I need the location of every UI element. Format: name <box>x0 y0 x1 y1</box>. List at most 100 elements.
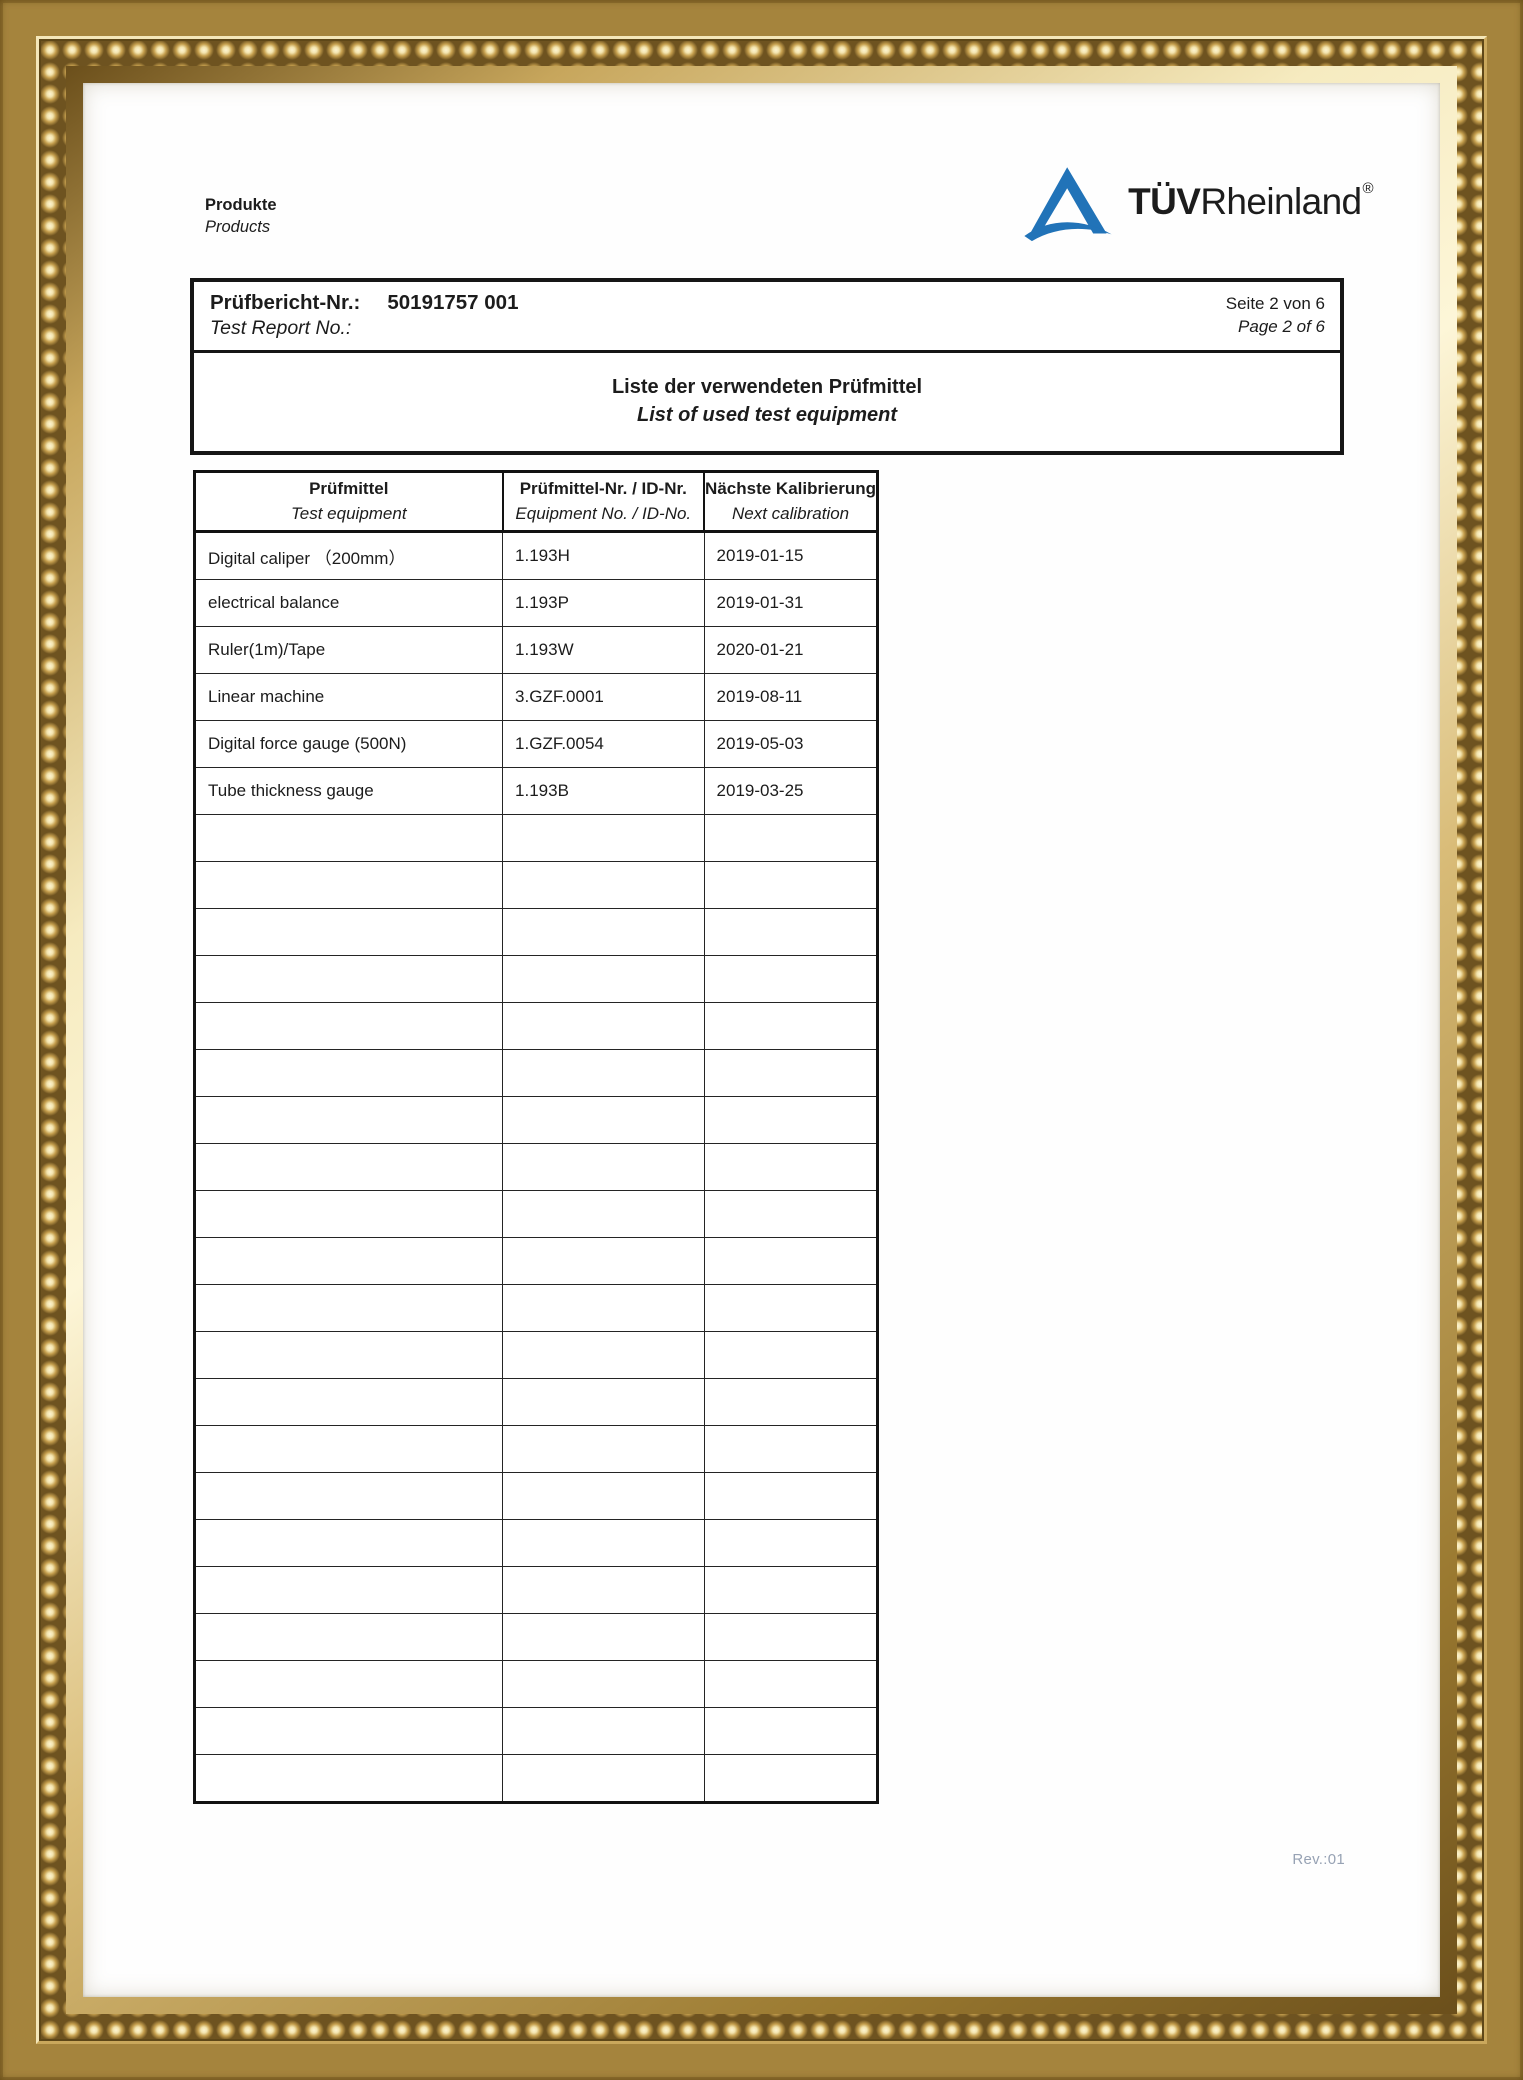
table-cell: 3.GZF.0001 <box>502 673 705 721</box>
table-row <box>193 1284 879 1332</box>
table-cell <box>193 1143 504 1191</box>
report-no-label-en: Test Report No.: <box>210 317 352 339</box>
table-cell <box>502 1190 705 1238</box>
section-title-en: List of used test equipment <box>636 403 898 426</box>
table-cell <box>502 1707 705 1755</box>
equipment-table: Prüfmittel Test equipment Prüfmittel-Nr.… <box>193 470 880 1804</box>
table-cell <box>502 1143 705 1191</box>
table-cell: electrical balance <box>193 579 504 627</box>
product-line-en: Products <box>205 217 271 236</box>
table-cell <box>502 1378 705 1426</box>
table-cell: 1.193W <box>502 626 705 674</box>
table-cell: 2020-01-21 <box>703 626 879 674</box>
table-cell <box>703 1519 879 1567</box>
table-cell <box>703 1237 879 1285</box>
tuv-wordmark: TÜVRheinland® <box>1128 180 1374 223</box>
table-cell <box>193 1566 504 1614</box>
table-cell: Tube thickness gauge <box>193 767 504 815</box>
table-cell <box>502 1096 705 1144</box>
table-cell <box>193 955 504 1003</box>
table-row: electrical balance 1.193P 2019-01-31 <box>193 579 879 627</box>
table-row <box>193 1566 879 1614</box>
table-row <box>193 955 879 1003</box>
report-no-value: 50191757 001 <box>387 291 519 314</box>
page-indicator-en: Page 2 of 6 <box>1238 317 1325 337</box>
table-cell: Digital caliper （200mm） <box>193 531 504 580</box>
col-header-id-de: Prüfmittel-Nr. / ID-Nr. <box>519 479 687 499</box>
table-cell: 1.193P <box>502 579 705 627</box>
table-cell: 2019-01-15 <box>703 531 879 580</box>
section-title: Liste der verwendeten Prüfmittel List of… <box>194 353 1340 451</box>
table-cell <box>703 1378 879 1426</box>
table-cell <box>193 1049 504 1097</box>
table-cell <box>703 1660 879 1708</box>
table-cell <box>703 1190 879 1238</box>
table-cell <box>193 1754 504 1803</box>
table-cell <box>193 1378 504 1426</box>
col-header-calibration-en: Next calibration <box>731 503 850 523</box>
table-cell <box>502 1002 705 1050</box>
table-row <box>193 908 879 956</box>
table-row <box>193 1331 879 1379</box>
table-row <box>193 1378 879 1426</box>
col-header-id: Prüfmittel-Nr. / ID-Nr. Equipment No. / … <box>501 470 706 533</box>
col-header-equipment-en: Test equipment <box>290 503 407 523</box>
table-cell: 1.193B <box>502 767 705 815</box>
table-cell: 2019-03-25 <box>703 767 879 815</box>
table-cell <box>703 814 879 862</box>
table-row <box>193 1002 879 1050</box>
table-row: Tube thickness gauge 1.193B 2019-03-25 <box>193 767 879 815</box>
report-header-box: Prüfbericht-Nr.: 50191757 001 Test Report… <box>190 278 1344 455</box>
table-cell <box>193 1096 504 1144</box>
table-header-row: Prüfmittel Test equipment Prüfmittel-Nr.… <box>193 470 879 533</box>
table-cell <box>703 1425 879 1473</box>
table-cell: 1.GZF.0054 <box>502 720 705 768</box>
table-cell <box>193 1707 504 1755</box>
table-cell <box>703 1754 879 1803</box>
table-row <box>193 814 879 862</box>
table-row <box>193 861 879 909</box>
tuv-triangle-icon <box>1024 167 1112 242</box>
table-row: Linear machine 3.GZF.0001 2019-08-11 <box>193 673 879 721</box>
table-cell <box>193 1331 504 1379</box>
table-cell <box>502 1566 705 1614</box>
table-cell <box>703 1049 879 1097</box>
table-cell <box>502 1472 705 1520</box>
table-cell <box>502 1284 705 1332</box>
col-header-calibration-de: Nächste Kalibrierung <box>705 479 877 499</box>
table-cell <box>703 1472 879 1520</box>
table-cell <box>193 1660 504 1708</box>
table-cell: Linear machine <box>193 673 504 721</box>
col-header-id-en: Equipment No. / ID-No. <box>515 503 692 523</box>
table-row <box>193 1190 879 1238</box>
table-cell <box>193 1425 504 1473</box>
table-row <box>193 1519 879 1567</box>
table-cell <box>703 1707 879 1755</box>
table-cell <box>703 1284 879 1332</box>
table-cell <box>703 1331 879 1379</box>
table-row <box>193 1237 879 1285</box>
table-cell <box>703 1613 879 1661</box>
tuv-rheinland-logo: TÜVRheinland® <box>1021 163 1374 247</box>
table-cell <box>502 955 705 1003</box>
table-cell <box>193 861 504 909</box>
product-line: Produkte Products <box>205 195 277 239</box>
frame-inner-lip: Produkte Products TÜVRheinland® Prüfbe <box>66 66 1457 2014</box>
table-row <box>193 1143 879 1191</box>
table-row <box>193 1049 879 1097</box>
revision-label: Rev.:01 <box>1292 1851 1345 1868</box>
page-indicator-de: Seite 2 von 6 <box>1225 294 1325 313</box>
report-number-line: Prüfbericht-Nr.: 50191757 001 <box>210 291 518 315</box>
table-cell <box>502 814 705 862</box>
table-cell: Digital force gauge (500N) <box>193 720 504 768</box>
page-indicator: Seite 2 von 6 Page 2 of 6 <box>1226 291 1325 339</box>
table-cell <box>193 1613 504 1661</box>
table-cell <box>703 955 879 1003</box>
table-cell <box>703 908 879 956</box>
table-cell <box>502 1613 705 1661</box>
table-cell <box>193 814 504 862</box>
table-cell: 2019-01-31 <box>703 579 879 627</box>
table-row: Digital caliper （200mm） 1.193H 2019-01-15 <box>193 531 879 580</box>
table-cell <box>502 1754 705 1803</box>
